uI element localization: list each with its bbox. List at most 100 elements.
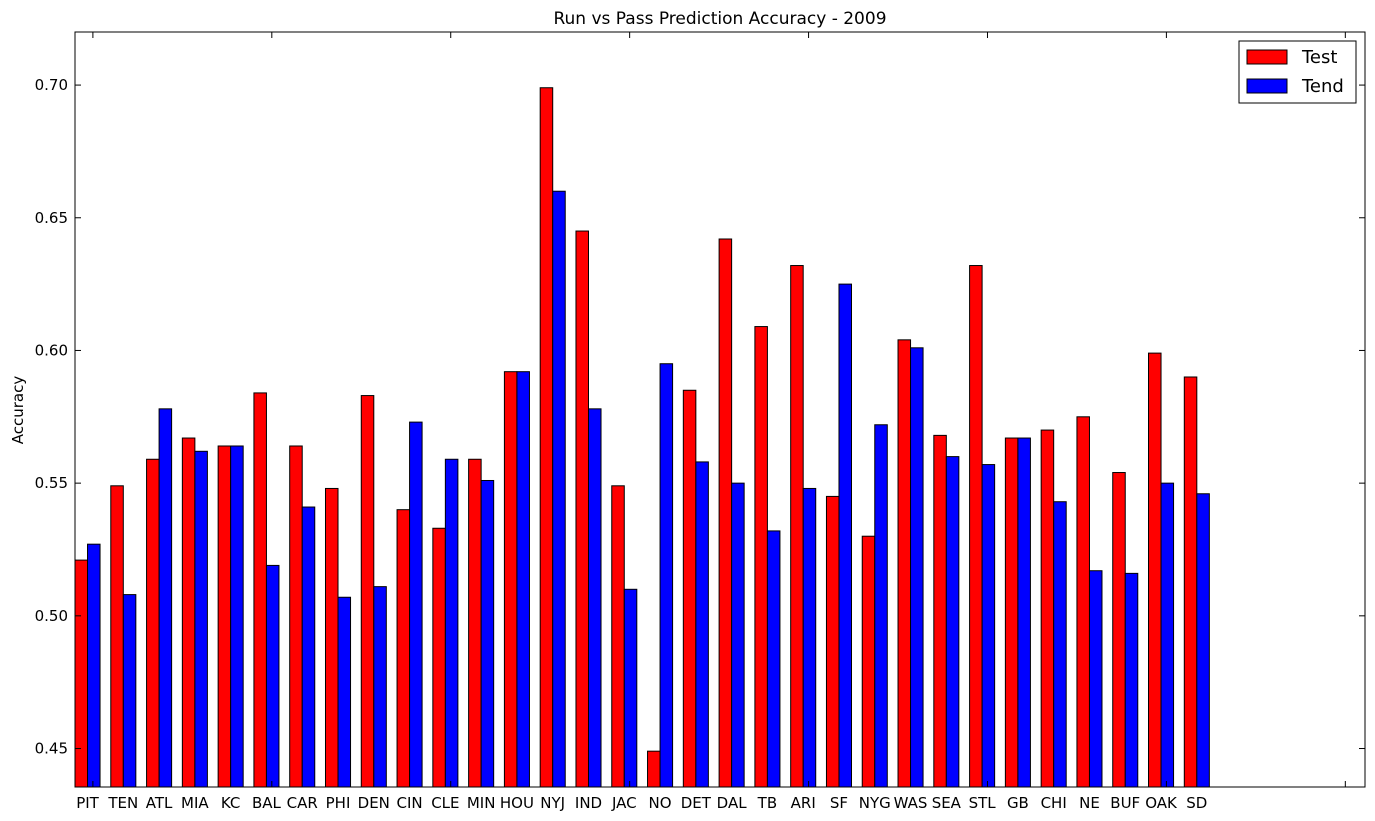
x-tick-label: PIT xyxy=(76,794,99,812)
bar-tend-no xyxy=(659,363,674,788)
x-tick-label: SD xyxy=(1186,794,1207,812)
x-tick-label: STL xyxy=(969,794,997,812)
bar-tend-was xyxy=(910,347,924,788)
x-tick-label: DEN xyxy=(358,794,390,812)
bar-test-tb xyxy=(754,326,768,788)
chart-title: Run vs Pass Prediction Accuracy - 2009 xyxy=(553,9,886,29)
bar-test-nyg xyxy=(861,535,876,788)
x-tick-label: OAK xyxy=(1145,794,1178,812)
y-tick-label: 0.55 xyxy=(35,474,68,492)
bar-tend-nyj xyxy=(552,190,566,788)
x-tick-label: KC xyxy=(221,794,241,812)
bar-tend-cle xyxy=(444,458,459,788)
x-tick-label: SF xyxy=(830,794,848,812)
bar-tend-car xyxy=(301,506,316,788)
bar-test-dal xyxy=(718,238,733,788)
bar-tend-hou xyxy=(516,371,530,788)
bar-tend-nyg xyxy=(874,424,888,788)
x-tick-label: IND xyxy=(575,794,602,812)
bar-test-ne xyxy=(1076,416,1090,788)
bar-tend-ari xyxy=(802,487,817,788)
bar-test-phi xyxy=(324,487,339,788)
bar-tend-tb xyxy=(766,530,781,788)
bar-test-was xyxy=(897,339,912,788)
bar-tend-stl xyxy=(981,464,996,788)
bar-tend-sf xyxy=(838,283,853,788)
bar-tend-ind xyxy=(587,408,602,788)
bar-test-sf xyxy=(825,495,840,788)
x-tick-label: BUF xyxy=(1110,794,1140,812)
bar-tend-den xyxy=(373,586,387,788)
y-tick-label: 0.65 xyxy=(35,209,68,227)
bar-tend-mia xyxy=(194,450,208,788)
x-tick-label: CIN xyxy=(397,794,423,812)
bar-tend-ne xyxy=(1088,570,1103,788)
bar-tend-oak xyxy=(1160,482,1175,788)
bar-test-den xyxy=(360,395,375,788)
x-tick-label: BAL xyxy=(252,794,282,812)
ticks: 0.45 0.50 0.55 0.60 0.65 0.70 PIT TEN ATL MIA KC BA… xyxy=(35,32,1365,812)
y-axis-label: Accuracy xyxy=(9,376,27,445)
x-tick-label: NYG xyxy=(859,794,891,812)
bar-test-buf xyxy=(1112,472,1126,788)
legend: Test Tend xyxy=(1238,40,1357,104)
bar-tend-ten xyxy=(122,594,137,788)
x-tick-label: CAR xyxy=(287,794,318,812)
bar-tend-phi xyxy=(337,596,352,788)
bar-test-no xyxy=(647,750,661,788)
bar-test-nyj xyxy=(539,87,554,788)
bar-tend-dal xyxy=(731,482,745,788)
x-tick-label: TEN xyxy=(107,794,138,812)
bar-test-det xyxy=(682,389,697,788)
y-tick-label: 0.70 xyxy=(35,76,68,94)
bar-tend-cin xyxy=(409,421,423,788)
bar-test-sd xyxy=(1183,376,1198,788)
bar-test-cle xyxy=(432,527,446,788)
bar-test-ari xyxy=(790,265,804,788)
bar-test-sea xyxy=(933,434,947,788)
legend-label-tend: Tend xyxy=(1301,76,1344,97)
bar-tend-gb xyxy=(1017,437,1031,788)
bar-tend-chi xyxy=(1053,501,1067,788)
plot-frame xyxy=(74,31,1366,788)
y-tick-label: 0.45 xyxy=(35,740,68,758)
bar-test-ten xyxy=(110,485,124,788)
bar-test-jac xyxy=(611,485,625,788)
x-tick-label: ATL xyxy=(146,794,173,812)
bar-tend-min xyxy=(480,479,495,788)
bar-tend-sd xyxy=(1196,493,1210,788)
x-tick-label: MIN xyxy=(467,794,496,812)
bar-tend-buf xyxy=(1124,572,1139,788)
y-tick-label: 0.60 xyxy=(35,341,68,359)
bar-test-bal xyxy=(253,392,267,788)
bar-tend-kc xyxy=(230,445,244,788)
bar-test-ind xyxy=(575,230,589,788)
bar-test-chi xyxy=(1040,429,1055,788)
bar-test-atl xyxy=(146,458,160,788)
bars xyxy=(74,87,1210,788)
x-tick-label: TB xyxy=(757,794,777,812)
bar-test-min xyxy=(468,458,482,788)
x-tick-label: JAC xyxy=(611,794,637,812)
x-tick-label: HOU xyxy=(500,794,534,812)
bar-tend-bal xyxy=(265,564,280,788)
bar-test-kc xyxy=(217,445,232,788)
x-tick-label: MIA xyxy=(181,794,209,812)
bar-tend-atl xyxy=(158,408,173,788)
x-tick-label: NO xyxy=(649,794,672,812)
bar-tend-pit xyxy=(87,543,101,788)
x-tick-label: NYJ xyxy=(540,794,565,812)
x-tick-label: CHI xyxy=(1041,794,1067,812)
y-tick-label: 0.50 xyxy=(35,607,68,625)
legend-swatch-tend xyxy=(1246,78,1288,94)
bar-test-cin xyxy=(396,509,411,788)
x-tick-label: ARI xyxy=(791,794,816,812)
x-tick-label: CLE xyxy=(431,794,459,812)
bar-test-gb xyxy=(1004,437,1019,788)
bar-test-hou xyxy=(503,371,518,788)
x-tick-label: DAL xyxy=(717,794,748,812)
bar-tend-sea xyxy=(945,456,960,788)
x-tick-label: PHI xyxy=(326,794,351,812)
x-tick-label: GB xyxy=(1007,794,1029,812)
